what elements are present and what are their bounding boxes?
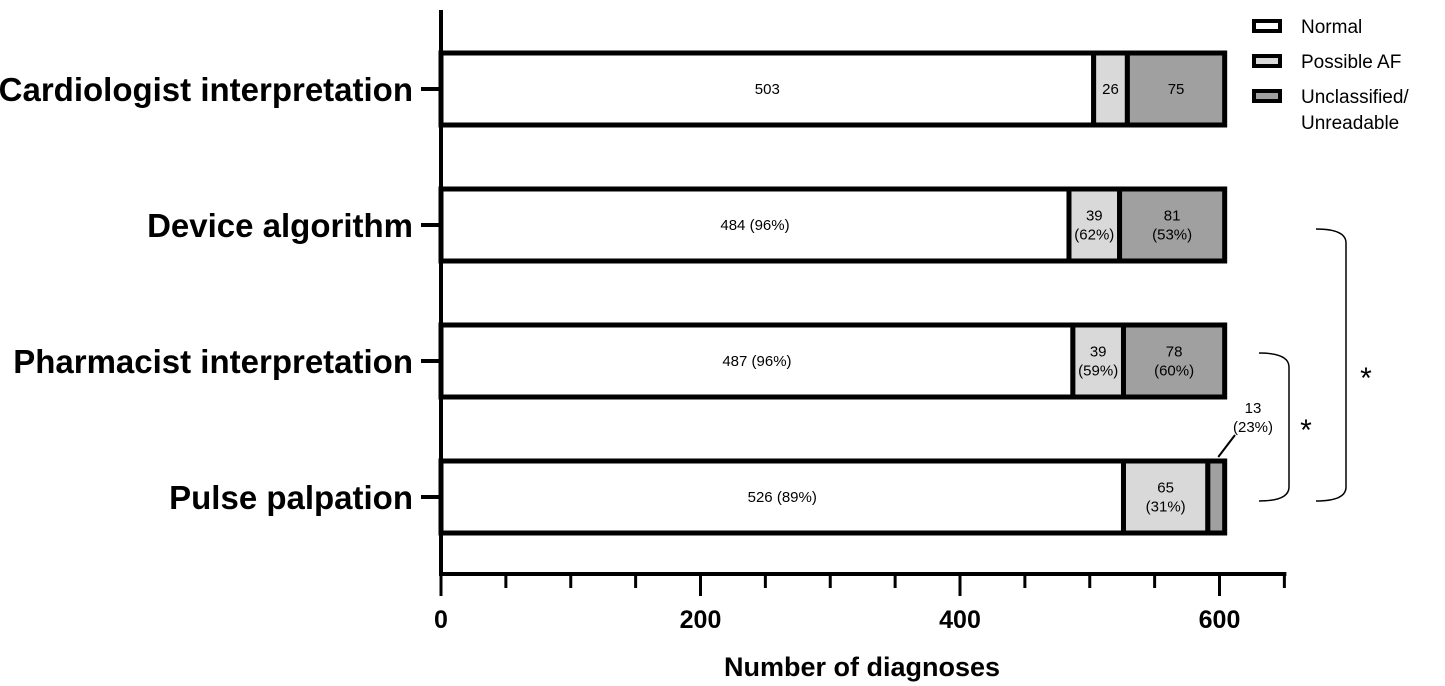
x-tick-label-600: 600 [1199, 606, 1241, 634]
legend-swatch-normal [1252, 19, 1282, 33]
legend-label-unclassified-unreadable: Unclassified/ [1301, 87, 1409, 108]
data-label-pulse-palpation-possible-af: 65 [1157, 480, 1174, 497]
axes-layer: Cardiologist interpretation Device algori… [0, 10, 1287, 634]
significance-bracket-pharmacist-interpretation [1258, 352, 1290, 502]
annotation-layer: ** [1258, 228, 1372, 502]
significance-star-device-algorithm: * [1360, 362, 1372, 395]
x-axis-title: Number of diagnoses [724, 652, 1000, 682]
data-label-pulse-palpation-unclassified-unreadable: (23%) [1233, 419, 1273, 436]
legend: Normal Possible AF Unclassified/Unreadable [1252, 17, 1409, 134]
bar-pulse-palpation-unclassified-unreadable [1205, 458, 1228, 536]
significance-star-pharmacist-interpretation: * [1300, 414, 1312, 447]
data-label-pharmacist-interpretation-unclassified-unreadable: (60%) [1154, 363, 1194, 380]
bar-device-algorithm-possible-af [1066, 186, 1123, 264]
data-label-pharmacist-interpretation-unclassified-unreadable: 78 [1166, 344, 1183, 361]
data-label-pharmacist-interpretation-possible-af: 39 [1090, 344, 1107, 361]
data-label-cardiologist-interpretation-possible-af: 26 [1102, 81, 1119, 98]
data-label-device-algorithm-normal: 484 (96%) [720, 217, 789, 234]
data-label-cardiologist-interpretation-unclassified-unreadable: 75 [1168, 81, 1185, 98]
category-label-cardiologist-interpretation: Cardiologist interpretation [0, 71, 413, 108]
legend-swatch-possible-af [1252, 54, 1282, 68]
data-label-pulse-palpation-normal: 526 (89%) [748, 489, 817, 506]
data-label-pharmacist-interpretation-normal: 487 (96%) [722, 353, 791, 370]
category-label-device-algorithm: Device algorithm [147, 207, 413, 244]
legend-label-possible-af: Possible AF [1301, 52, 1401, 73]
bar-pulse-palpation-possible-af [1120, 458, 1211, 536]
data-label-device-algorithm-possible-af: 39 [1086, 208, 1103, 225]
category-label-pharmacist-interpretation: Pharmacist interpretation [13, 343, 413, 380]
x-tick-label-0: 0 [434, 606, 448, 634]
bar-pharmacist-interpretation-normal [438, 322, 1076, 400]
data-label-pulse-palpation-unclassified-unreadable: 13 [1245, 400, 1262, 417]
bar-pharmacist-interpretation-unclassified-unreadable [1120, 322, 1228, 400]
x-tick-label-400: 400 [939, 606, 981, 634]
significance-bracket-device-algorithm [1315, 228, 1347, 502]
x-tick-label-200: 200 [680, 606, 722, 634]
legend-label-normal: Normal [1301, 17, 1362, 38]
legend-swatch-unclassified-unreadable [1252, 89, 1282, 103]
data-label-pulse-palpation-possible-af: (31%) [1146, 499, 1186, 516]
bar-device-algorithm-unclassified-unreadable [1117, 186, 1228, 264]
data-label-device-algorithm-unclassified-unreadable: 81 [1164, 208, 1181, 225]
data-label-pharmacist-interpretation-possible-af: (59%) [1078, 363, 1118, 380]
category-label-pulse-palpation: Pulse palpation [169, 479, 413, 516]
bars-layer: 503 26 75 484 (96%) 39 (62%) 81 (53%) 487 (96%) 3… [438, 50, 1273, 536]
data-label-cardiologist-interpretation-normal: 503 [755, 81, 780, 98]
callout-leader-pulse-palpation [1217, 434, 1236, 458]
data-label-device-algorithm-possible-af: (62%) [1074, 227, 1114, 244]
legend-label-unclassified-unreadable: Unreadable [1301, 113, 1399, 134]
bar-cardiologist-interpretation-unclassified-unreadable [1124, 50, 1228, 128]
bar-cardiologist-interpretation-possible-af [1091, 50, 1130, 128]
bar-pharmacist-interpretation-possible-af [1070, 322, 1126, 400]
data-label-device-algorithm-unclassified-unreadable: (53%) [1152, 227, 1192, 244]
